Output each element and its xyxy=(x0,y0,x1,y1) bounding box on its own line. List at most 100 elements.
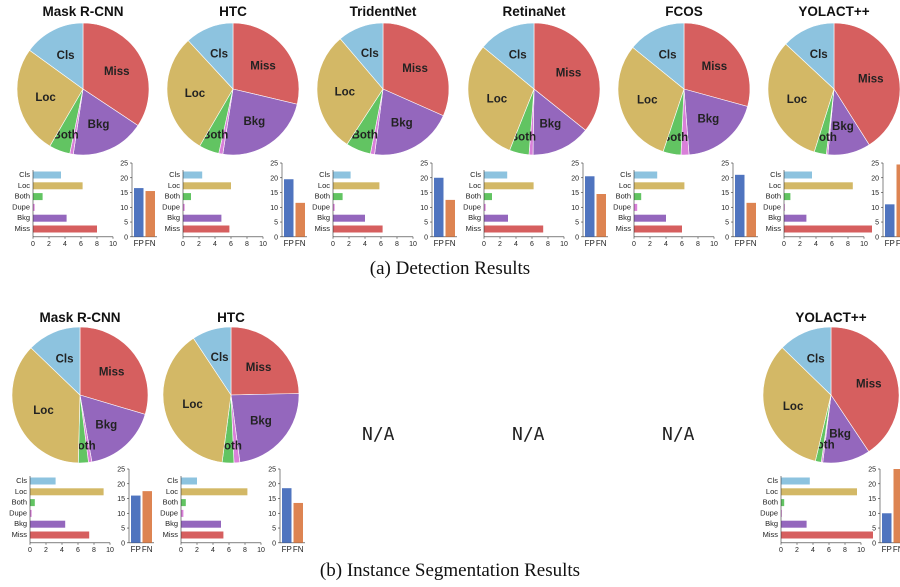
bar-label-both: Both xyxy=(315,192,330,201)
bar-label-miss: Miss xyxy=(766,224,782,233)
bar-both xyxy=(781,499,785,507)
fpfn-y-tick-label: 20 xyxy=(721,175,729,182)
bar-cls xyxy=(784,171,812,179)
fpfn-label-fp: FP xyxy=(434,239,444,248)
bar-x-tick-label: 4 xyxy=(811,547,815,554)
pie-label-loc: Loc xyxy=(182,399,203,411)
fpfn-y-tick-label: 15 xyxy=(871,190,879,197)
bar-x-tick-label: 10 xyxy=(409,241,417,248)
pie-slice-cls xyxy=(193,326,232,396)
pie-label-both: Both xyxy=(510,132,536,144)
fpfn-y-tick-label: 5 xyxy=(424,220,428,227)
bar-dupe xyxy=(333,203,335,211)
fpfn-y-tick-label: 20 xyxy=(268,481,276,488)
fpfn-y-tick-label: 10 xyxy=(571,205,579,212)
na-label-fcos: N/A xyxy=(662,424,695,445)
bar-cls xyxy=(181,477,197,485)
bar-x-tick-label: 8 xyxy=(395,241,399,248)
bar-both xyxy=(30,499,35,507)
bar-label-both: Both xyxy=(766,192,781,201)
fpfn-y-tick-label: 25 xyxy=(120,161,128,168)
fpfn-y-tick-label: 20 xyxy=(868,481,876,488)
bar-label-bkg: Bkg xyxy=(167,213,180,222)
bar-x-tick-label: 4 xyxy=(514,241,518,248)
bar-x-tick-label: 8 xyxy=(843,547,847,554)
fpfn-label-fp: FP xyxy=(282,545,292,554)
panel-title: HTC xyxy=(217,310,245,325)
bar-loc xyxy=(181,488,248,496)
bar-x-tick-label: 2 xyxy=(795,547,799,554)
fpfn-label-fn: FN xyxy=(596,239,607,248)
bar-label-bkg: Bkg xyxy=(317,213,330,222)
bar-cls xyxy=(634,171,658,179)
bar-miss xyxy=(784,225,872,233)
fpfn-y-tick-label: 15 xyxy=(571,190,579,197)
bar-x-tick-label: 8 xyxy=(243,547,247,554)
fpfn-y-tick-label: 10 xyxy=(721,205,729,212)
pie-label-miss: Miss xyxy=(250,60,276,72)
fpfn-bar-fn xyxy=(293,502,303,543)
pie-label-bkg: Bkg xyxy=(391,117,413,129)
bar-label-loc: Loc xyxy=(619,181,631,190)
pie-label-bkg: Bkg xyxy=(95,419,117,431)
panel-title: TridentNet xyxy=(350,4,417,19)
bar-x-tick-label: 8 xyxy=(546,241,550,248)
pie-label-loc: Loc xyxy=(33,405,54,417)
bar-x-tick-label: 0 xyxy=(28,547,32,554)
pie-slice-loc xyxy=(16,49,84,147)
bar-x-tick-label: 8 xyxy=(92,547,96,554)
bar-label-cls: Cls xyxy=(470,170,481,179)
bar-label-loc: Loc xyxy=(769,181,781,190)
bar-cls xyxy=(333,171,351,179)
pie-label-miss: Miss xyxy=(858,73,884,85)
bar-x-tick-label: 2 xyxy=(197,241,201,248)
bar-x-tick-label: 2 xyxy=(44,547,48,554)
fpfn-bar-fp xyxy=(735,174,745,237)
fpfn-label-fn: FN xyxy=(893,545,900,554)
bar-label-loc: Loc xyxy=(15,487,27,496)
bar-cls xyxy=(33,171,61,179)
pie-label-cls: Cls xyxy=(659,49,677,61)
pie-label-both: Both xyxy=(53,130,79,142)
fpfn-label-fp: FP xyxy=(134,239,144,248)
bar-label-dupe: Dupe xyxy=(160,508,178,517)
bar-cls xyxy=(484,171,508,179)
fpfn-label-fn: FN xyxy=(896,239,900,248)
pie-slice-miss xyxy=(79,326,149,415)
bar-label-dupe: Dupe xyxy=(763,202,781,211)
pie-slice-cls xyxy=(339,22,384,90)
bar-bkg xyxy=(30,520,66,528)
bar-label-miss: Miss xyxy=(165,224,181,233)
pie-slice-cls xyxy=(482,22,535,90)
fpfn-y-tick-label: 15 xyxy=(420,190,428,197)
pie-label-bkg: Bkg xyxy=(250,416,272,428)
bar-cls xyxy=(183,171,203,179)
bar-label-bkg: Bkg xyxy=(14,519,27,528)
pie-label-cls: Cls xyxy=(211,352,229,364)
fpfn-label-fp: FP xyxy=(735,239,745,248)
bar-label-cls: Cls xyxy=(319,170,330,179)
fpfn-bar-fn xyxy=(893,469,900,543)
bar-x-tick-label: 0 xyxy=(632,241,636,248)
bar-miss xyxy=(634,225,682,233)
bar-x-tick-label: 4 xyxy=(211,547,215,554)
bar-label-bkg: Bkg xyxy=(765,519,778,528)
bar-label-bkg: Bkg xyxy=(768,213,781,222)
bar-miss xyxy=(781,531,873,539)
fpfn-y-tick-label: 0 xyxy=(124,234,128,241)
fpfn-y-tick-label: 15 xyxy=(117,496,125,503)
panel-detection-mask-r-cnn: Mask R-CNNMissBkgBothLocClsClsLocBothDup… xyxy=(12,4,157,248)
bar-bkg xyxy=(181,520,221,528)
bar-x-tick-label: 6 xyxy=(79,241,83,248)
pie-label-loc: Loc xyxy=(783,401,804,413)
bar-miss xyxy=(30,531,90,539)
bar-both xyxy=(183,193,191,201)
fpfn-bar-fn xyxy=(295,202,305,237)
bar-label-bkg: Bkg xyxy=(165,519,178,528)
pie-label-loc: Loc xyxy=(35,92,56,104)
fpfn-y-tick-label: 20 xyxy=(571,175,579,182)
pie-slice-miss xyxy=(833,22,900,146)
fpfn-label-fp: FP xyxy=(882,545,892,554)
panel-title: Mask R-CNN xyxy=(42,4,123,19)
panel-title: HTC xyxy=(219,4,247,19)
